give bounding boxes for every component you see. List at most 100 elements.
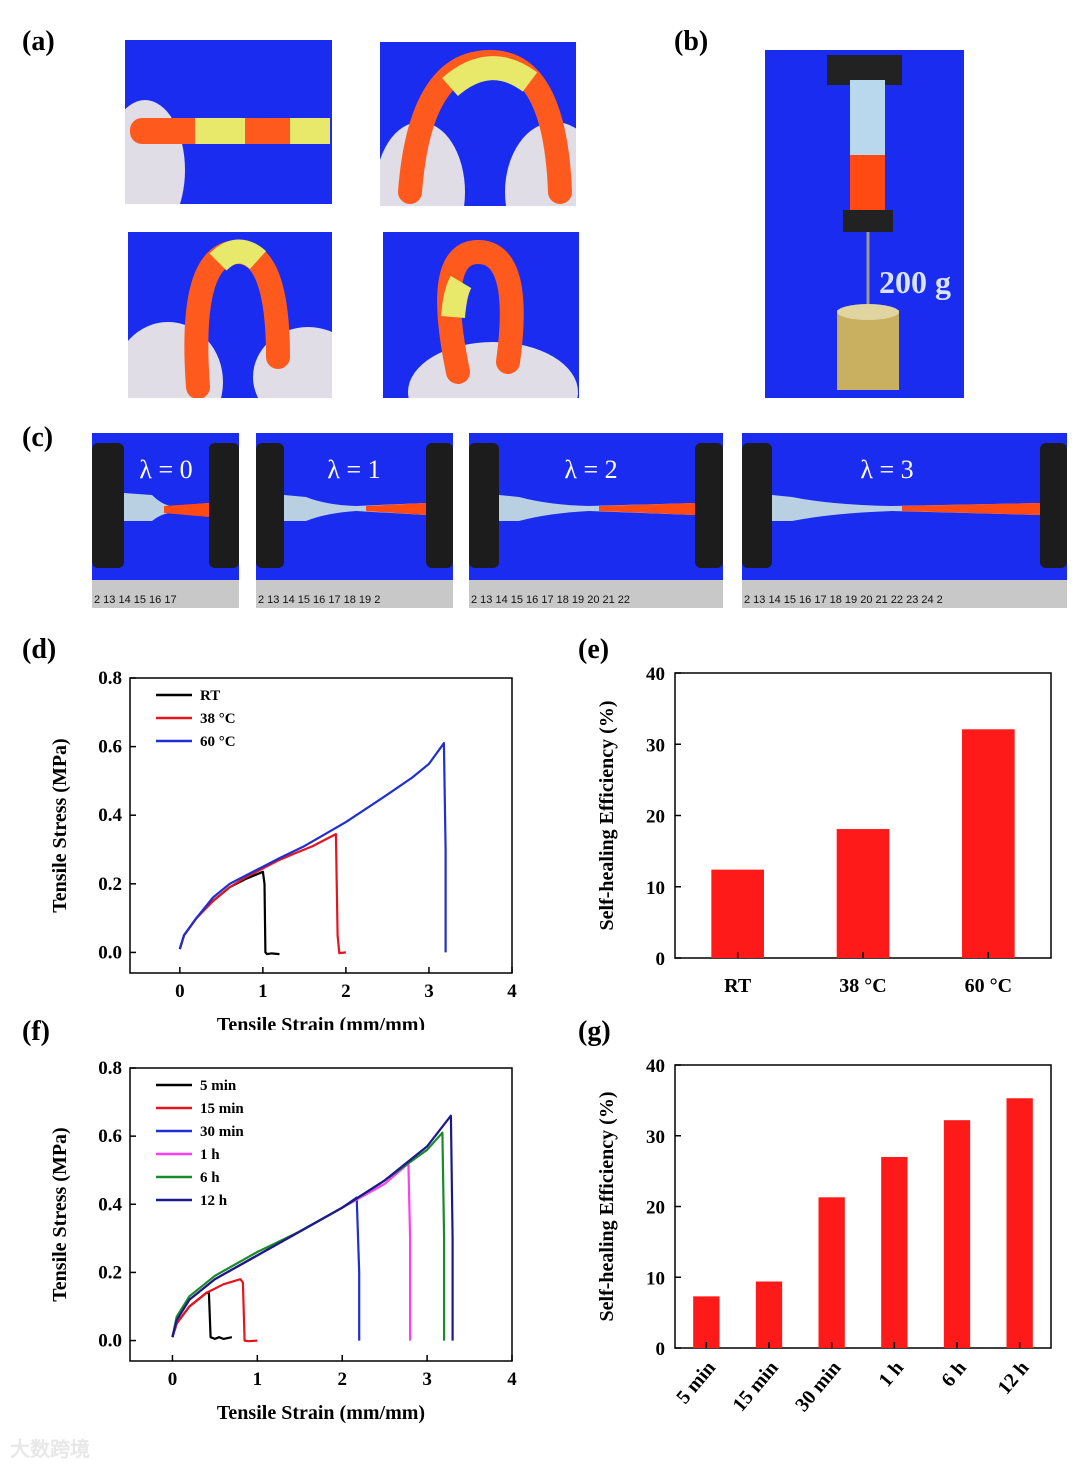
plot-frame: [129, 677, 513, 974]
series-line-3: [171, 1162, 412, 1341]
bar: [818, 1197, 845, 1348]
x-tick-label: 4: [507, 981, 517, 1002]
x-tick-label: 3: [424, 981, 434, 1002]
watermark: 大数跨境: [10, 1437, 90, 1461]
photo-c-1-drawing: λ = 1 2 13 14 15 16 17 18 19 2: [256, 443, 453, 608]
x-tick-label: 1: [253, 1369, 263, 1390]
series-line-4: [171, 1131, 446, 1341]
x-tick-label: 1: [258, 981, 268, 1002]
y-tick-label: 0.6: [98, 1126, 122, 1147]
y-axis-title: Self-healing Efficiency (%): [596, 701, 618, 931]
photo-b-drawing: [827, 55, 902, 390]
chart-f-stress-strain-time: 0 1 2 3 4 0.0 0.2 0.4 0.6 0.8 Tensile Strain (mm/m…: [49, 1058, 517, 1424]
photo-a-loop: [128, 232, 332, 398]
legend-label-3: 1 h: [200, 1147, 220, 1163]
x-category-label: 5 min: [672, 1357, 720, 1408]
plot-frame: [674, 1064, 1052, 1349]
legend-label-1: 15 min: [200, 1101, 244, 1117]
series-line-1: [178, 833, 347, 955]
bar: [836, 829, 890, 958]
bar: [711, 869, 764, 958]
photo-a-straight-drawing: [125, 100, 330, 204]
y-tick-label: 20: [646, 807, 665, 828]
photo-a-knot: [383, 232, 579, 398]
x-category-label: 1 h: [875, 1357, 909, 1391]
series-line-1: [171, 1278, 258, 1343]
ruler-4-numbers: 2 13 14 15 16 17 18 19 20 21 22 23 24 2: [744, 594, 943, 606]
y-axis-title: Tensile Stress (MPa): [49, 738, 71, 912]
chart-g-efficiency-time: 0 10 20 30 40 5 min 15 min 30 min 1 h 6 h 12 h Self…: [596, 1056, 1052, 1416]
legend-label-2: 60 °C: [200, 734, 236, 750]
y-tick-label: 0.4: [98, 805, 122, 826]
bar: [1006, 1098, 1033, 1348]
photo-c-lambda-3: λ = 3 2 13 14 15 16 17 18 19 20 21 22 23…: [742, 433, 1067, 608]
x-category-label: 38 °C: [839, 975, 886, 997]
panel-label-g: (g): [578, 1016, 611, 1047]
photo-c-2-drawing: λ = 2 2 13 14 15 16 17 18 19 20 21 22: [469, 443, 723, 608]
photo-c-lambda-1: λ = 1 2 13 14 15 16 17 18 19 2: [256, 433, 453, 608]
lambda-0-label: λ = 0: [139, 455, 192, 484]
x-tick-label: 2: [337, 1369, 347, 1390]
panel-label-b: (b): [674, 26, 709, 57]
photo-a-loop-drawing: [128, 239, 332, 398]
y-tick-label: 0.0: [98, 942, 122, 963]
ruler-3-numbers: 2 13 14 15 16 17 18 19 20 21 22: [471, 594, 630, 606]
y-tick-label: 10: [646, 1268, 665, 1289]
y-tick-label: 0.8: [98, 668, 122, 689]
x-category-label: 6 h: [937, 1357, 971, 1391]
photo-a-arc-drawing: [380, 49, 576, 206]
series-line-5: [171, 1114, 454, 1341]
y-tick-label: 10: [646, 878, 665, 899]
bar: [755, 1281, 783, 1348]
x-axis-title: Tensile Strain (mm/mm): [217, 1402, 425, 1424]
y-tick-label: 0.2: [98, 874, 122, 895]
y-tick-label: 0.8: [98, 1058, 122, 1079]
panel-label-e: (e): [578, 634, 610, 665]
panel-label-c: (c): [22, 422, 54, 453]
x-axis-title: Tensile Strain (mm/mm): [217, 1014, 425, 1030]
x-tick-label: 0: [175, 981, 185, 1002]
bar: [962, 729, 1015, 958]
series-line-2: [178, 742, 447, 953]
x-tick-label: 2: [341, 981, 351, 1002]
x-tick-label: 3: [422, 1369, 432, 1390]
y-tick-label: 30: [646, 735, 665, 756]
y-tick-label: 0.0: [98, 1331, 122, 1352]
lambda-3-label: λ = 3: [860, 455, 913, 484]
y-tick-label: 20: [646, 1198, 665, 1219]
y-axis-title: Tensile Stress (MPa): [49, 1127, 71, 1301]
legend-label-0: 5 min: [200, 1078, 237, 1094]
chart-d-stress-strain: 0 1 2 3 4 0.0 0.2 0.4 0.6 0.8 Tensile Strain (mm/m…: [49, 668, 517, 1030]
ruler-1-numbers: 2 13 14 15 16 17: [94, 594, 177, 606]
photo-a-straight: [125, 40, 332, 204]
series-line-2: [171, 1196, 361, 1341]
photo-a-arc: [380, 42, 576, 206]
legend-label-4: 6 h: [200, 1170, 220, 1186]
weight-label: 200 g: [879, 264, 951, 300]
photo-b-weight-test: 200 g: [765, 50, 964, 398]
x-tick-label: 0: [168, 1369, 178, 1390]
photo-c-lambda-0: λ = 0 2 13 14 15 16 17: [92, 433, 239, 608]
x-category-label: 60 °C: [965, 975, 1012, 997]
photo-a-knot-drawing: [408, 239, 578, 398]
lambda-1-label: λ = 1: [327, 455, 380, 484]
y-tick-label: 0.2: [98, 1262, 122, 1283]
plot-frame: [129, 1067, 513, 1362]
panel-label-d: (d): [22, 634, 57, 665]
photo-c-3-drawing: λ = 3 2 13 14 15 16 17 18 19 20 21 22 23…: [742, 443, 1067, 608]
y-tick-label: 0: [656, 1339, 666, 1360]
bar: [943, 1120, 971, 1348]
panel-label-f: (f): [22, 1016, 50, 1047]
bar: [881, 1156, 908, 1348]
y-tick-label: 40: [646, 664, 665, 685]
x-category-label: 30 min: [791, 1357, 845, 1416]
x-category-label: RT: [724, 975, 752, 997]
photo-c-0-drawing: λ = 0 2 13 14 15 16 17: [92, 443, 239, 608]
lambda-2-label: λ = 2: [564, 455, 617, 484]
y-tick-label: 40: [646, 1056, 665, 1077]
ruler-2-numbers: 2 13 14 15 16 17 18 19 2: [258, 594, 380, 606]
y-axis-title: Self-healing Efficiency (%): [596, 1092, 618, 1322]
chart-e-efficiency-temperature: 0 10 20 30 40 RT 38 °C 60 °C Self-healing Effici…: [596, 664, 1052, 997]
x-category-label: 15 min: [728, 1357, 782, 1416]
legend-label-5: 12 h: [200, 1193, 228, 1209]
